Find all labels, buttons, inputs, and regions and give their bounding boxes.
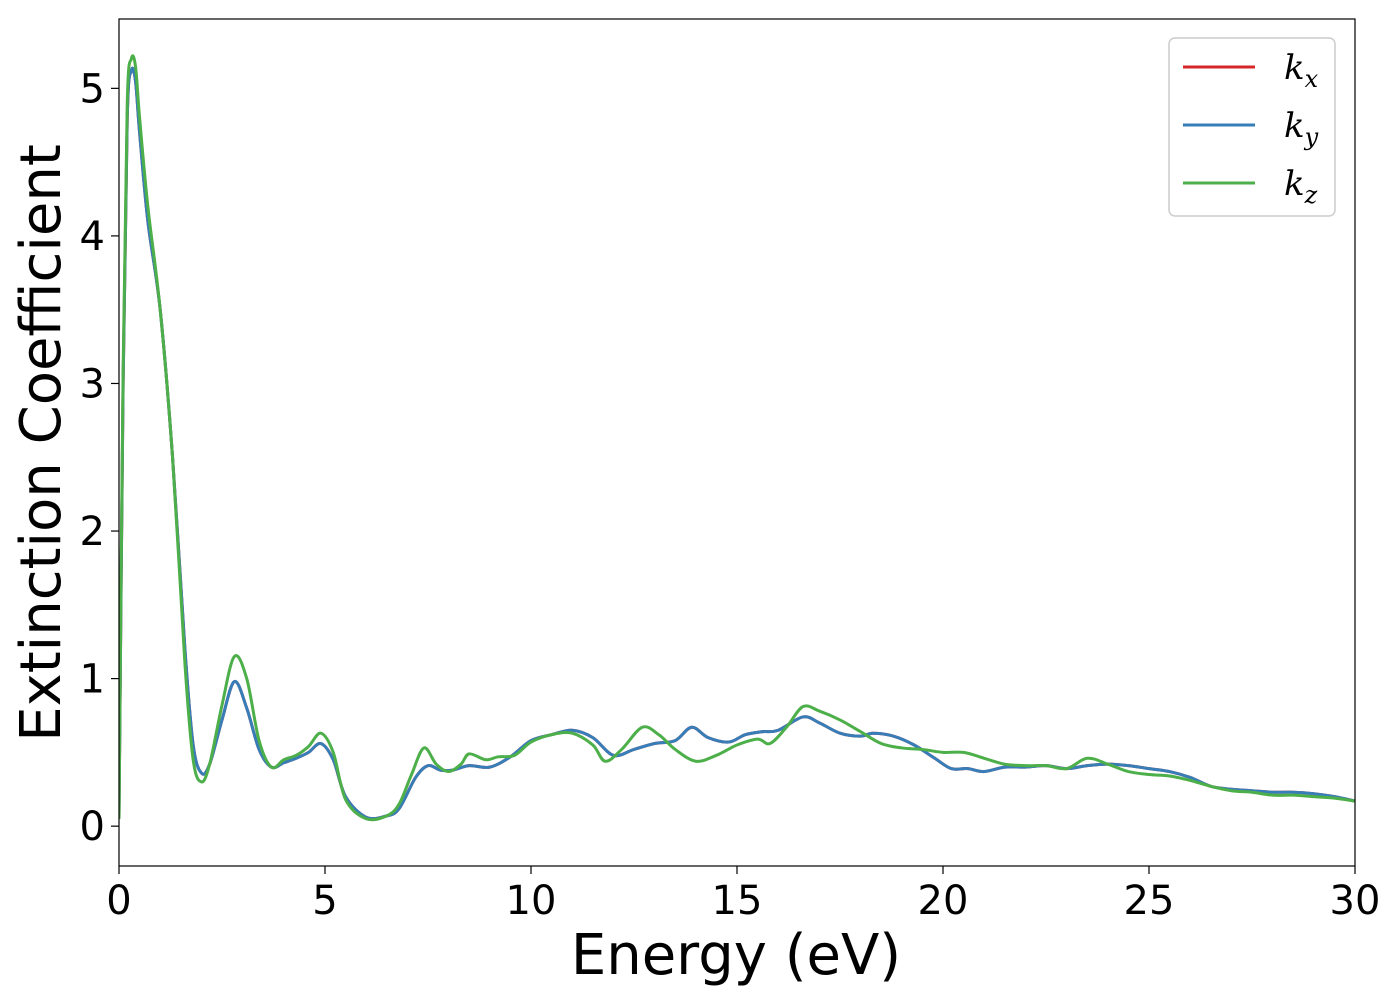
series-line-kz [119, 54, 1355, 822]
y-tick-label: 0 [80, 804, 105, 850]
legend: kx ky kz [1168, 37, 1336, 217]
y-axis-ticks: 0 1 2 3 4 5 [80, 66, 119, 850]
x-tick-label: 20 [918, 878, 969, 924]
y-tick-label: 5 [80, 66, 105, 112]
y-tick-label: 4 [80, 214, 105, 260]
y-tick-label: 3 [80, 361, 105, 407]
x-tick-label: 25 [1124, 878, 1175, 924]
legend-box [1168, 37, 1336, 217]
x-tick-label: 15 [712, 878, 763, 924]
x-tick-label: 10 [506, 878, 557, 924]
legend-entry-kz: kz [1284, 164, 1318, 209]
x-tick-label: 30 [1330, 878, 1381, 924]
x-axis-ticks: 0 5 10 15 20 25 30 [106, 866, 1380, 924]
legend-entry-ky: ky [1284, 106, 1319, 151]
y-axis-label: Extinction Coefficient [9, 144, 74, 742]
x-axis-label: Energy (eV) [571, 923, 901, 988]
legend-entry-kx: kx [1284, 48, 1319, 93]
x-tick-label: 0 [106, 878, 131, 924]
x-tick-label: 5 [312, 878, 337, 924]
y-tick-label: 2 [80, 509, 105, 555]
y-tick-label: 1 [80, 657, 105, 703]
